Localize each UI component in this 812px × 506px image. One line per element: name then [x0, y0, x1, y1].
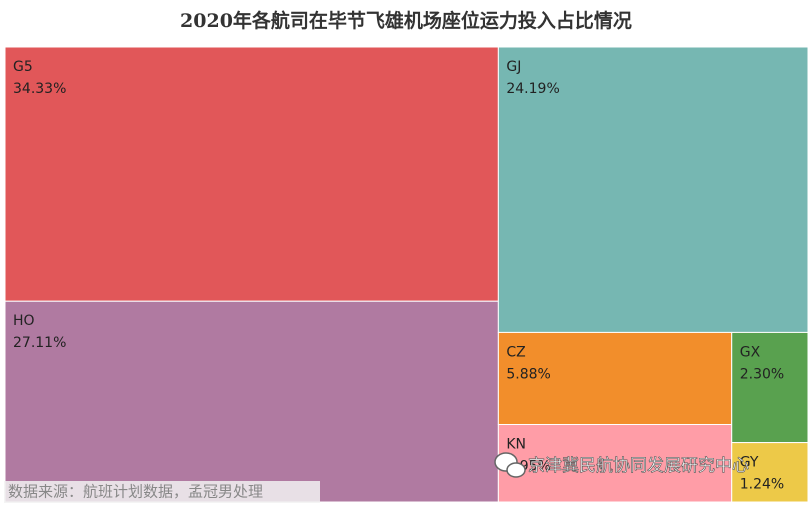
tile-label: 34.33%: [13, 81, 66, 97]
tile-name: GX: [740, 344, 761, 360]
tiles: G534.33%HO27.11%GJ24.19%CZ5.88%KN4.95%GX…: [4, 46, 809, 503]
tile: [4, 300, 499, 503]
tile-label: 1.24%: [740, 477, 784, 493]
tile-name: GJ: [506, 59, 521, 75]
tile-name: CZ: [506, 344, 525, 360]
tile: [731, 442, 809, 503]
tile: [497, 331, 733, 425]
tile-label: 27.11%: [13, 335, 66, 351]
tile: [497, 423, 733, 503]
tile-label: 24.19%: [506, 81, 559, 97]
source: 数据来源：航班计划数据，孟冠男处理: [8, 483, 263, 501]
tile-label: 2.30%: [740, 366, 784, 382]
tile-label: 5.88%: [506, 366, 550, 382]
tile-name: G5: [13, 59, 33, 75]
watermark-icon: [494, 452, 526, 478]
tile-name: HO: [13, 313, 35, 329]
watermark: 京津冀民航协同发展研究中心: [528, 456, 749, 476]
chart-title: 2020年各航司在毕节飞雄机场座位运力投入占比情况: [180, 9, 632, 32]
tile: [497, 46, 809, 333]
tile: [731, 331, 809, 444]
tile-name: GY: [740, 455, 759, 471]
tile-name: KN: [506, 436, 526, 452]
source-bg: [4, 481, 320, 503]
tile: [4, 46, 499, 302]
